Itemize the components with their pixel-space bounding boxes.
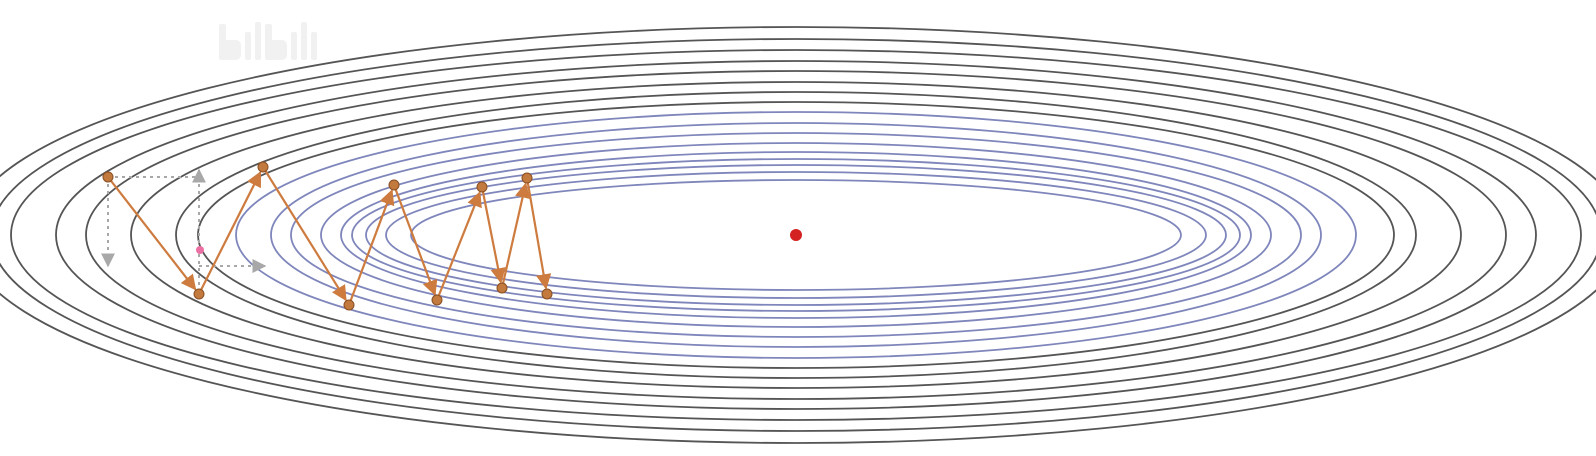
path-step-arrow — [262, 166, 347, 302]
gradient-decomposition — [101, 168, 267, 292]
path-point — [102, 171, 114, 183]
path-step-arrow — [435, 191, 482, 301]
decomposition-midpoint — [196, 246, 204, 254]
contour-lines — [0, 26, 1596, 444]
contour-ellipse — [0, 26, 1596, 444]
path-point — [476, 181, 488, 193]
minimum-point — [790, 229, 802, 241]
contour-ellipse — [351, 158, 1241, 312]
path-point — [388, 179, 400, 191]
optimization-path — [107, 166, 552, 306]
path-point — [193, 288, 205, 300]
contour-ellipse — [0, 38, 1596, 432]
path-step-arrow — [198, 170, 262, 295]
contour-ellipse — [290, 132, 1302, 338]
optimization-points — [102, 161, 553, 311]
contour-ellipse — [340, 151, 1252, 319]
contour-ellipse — [175, 91, 1417, 379]
contour-ellipse — [365, 164, 1227, 306]
contour-ellipse — [55, 60, 1537, 410]
path-point — [541, 288, 553, 300]
bilibili-logo-icon — [219, 22, 317, 60]
path-step-arrow — [525, 177, 552, 290]
contour-ellipse — [410, 179, 1182, 291]
contour-ellipse — [85, 70, 1507, 400]
path-point — [257, 161, 269, 173]
contour-ellipse — [10, 49, 1582, 421]
path-step-arrow — [347, 189, 395, 306]
path-point — [431, 294, 443, 306]
path-step-arrow — [480, 186, 506, 284]
path-point — [343, 299, 355, 311]
contour-ellipse — [385, 171, 1207, 299]
path-step-arrow — [392, 184, 438, 296]
path-point — [496, 282, 508, 294]
path-step-arrow — [107, 176, 197, 291]
contour-ellipse — [270, 122, 1322, 348]
path-point — [521, 172, 533, 184]
contour-ellipse — [130, 81, 1462, 389]
path-step-arrow — [500, 182, 531, 289]
contour-ellipse — [235, 111, 1357, 359]
contour-ellipse — [320, 142, 1272, 328]
